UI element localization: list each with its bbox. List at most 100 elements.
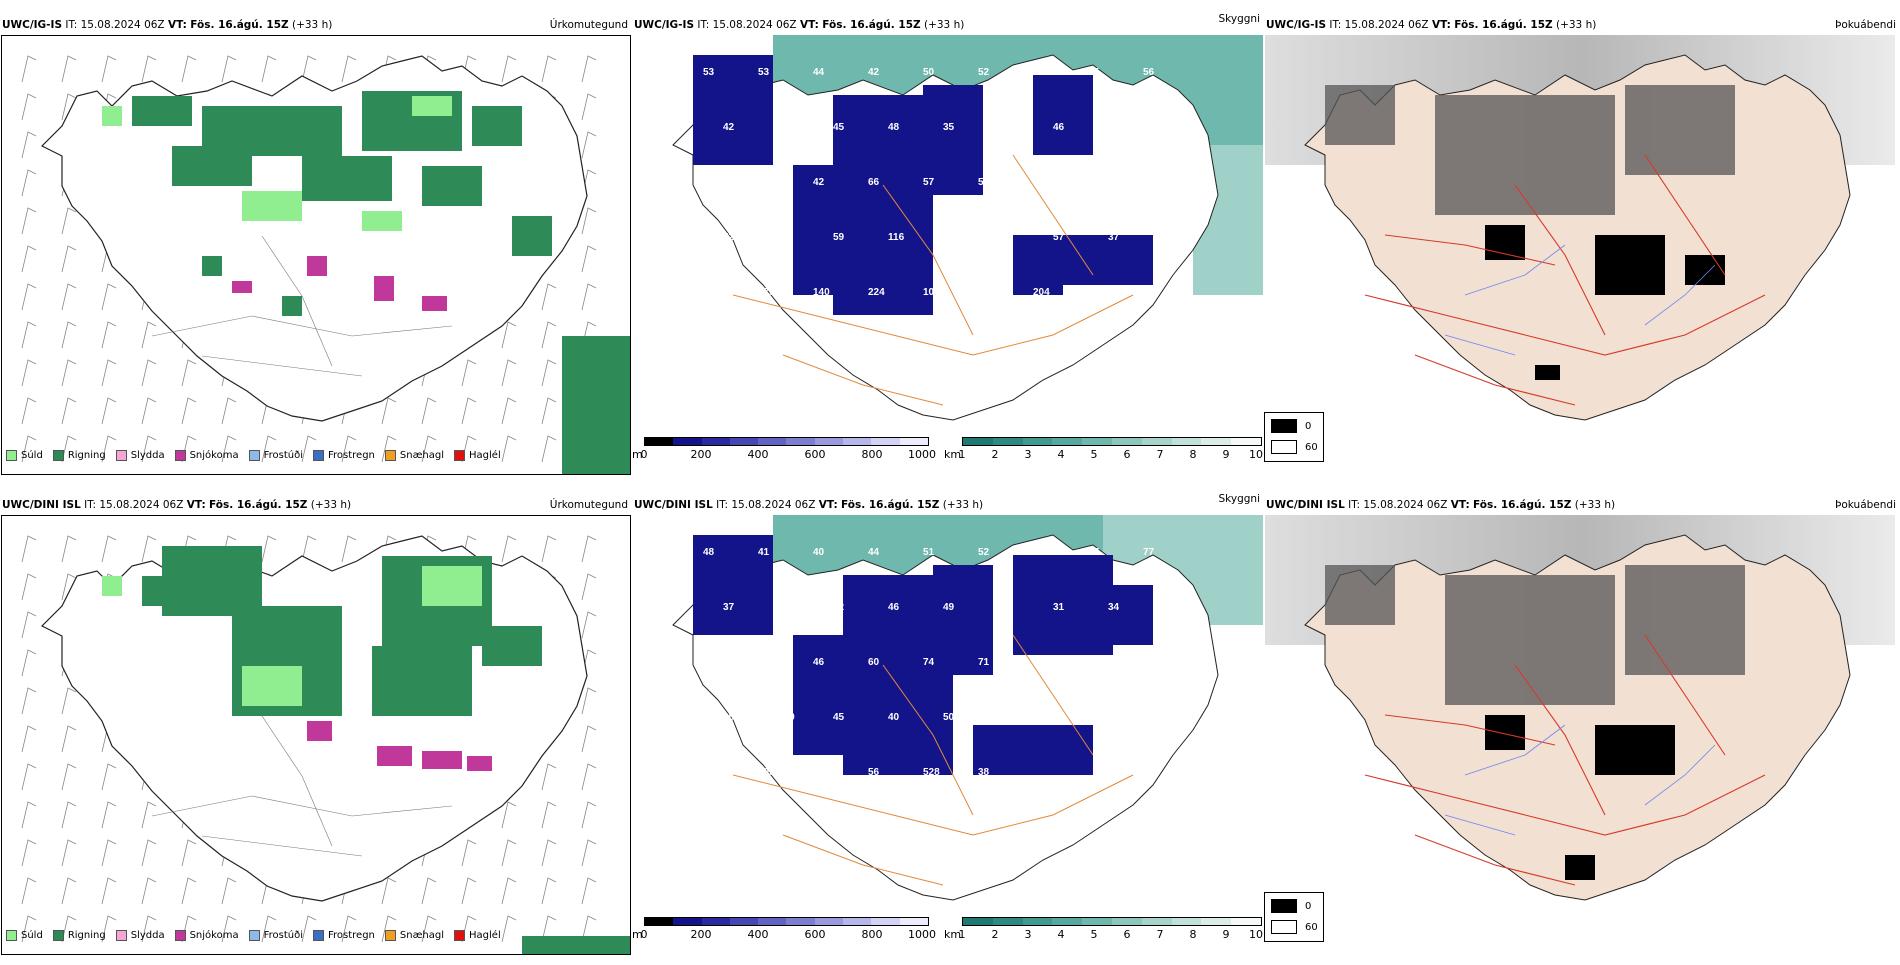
wind-barb <box>301 55 317 83</box>
wind-barb <box>581 283 597 311</box>
legend-label: Snæhagl <box>399 449 445 461</box>
tick-label: 3 <box>1024 928 1032 941</box>
cloud-base-label: 116 <box>888 232 905 243</box>
cloud-base-label: 52 <box>723 232 735 243</box>
wind-barb <box>21 687 37 715</box>
panel-header: UWC/DINI ISL IT: 15.08.2024 06Z VT: Fös.… <box>1266 499 1896 515</box>
tick-label: 600 <box>804 928 826 941</box>
wind-barb <box>21 283 37 311</box>
wind-barb <box>581 763 597 791</box>
wind-barb <box>301 535 317 563</box>
wind-barb <box>141 397 157 425</box>
precip-legend: Súld Rigning Slydda Snjókoma Frostúði Fr… <box>6 926 501 944</box>
fog-map[interactable] <box>1265 35 1895 437</box>
cloud-base-label: 56 <box>1143 67 1155 78</box>
cloud-base-label: 91 <box>1143 287 1155 298</box>
legend-label: Snæhagl <box>399 929 445 941</box>
wind-barb <box>541 435 557 463</box>
wind-barb <box>581 573 597 601</box>
wind-barb <box>461 359 477 387</box>
precip-map[interactable]: Súld Rigning Slydda Snjókoma Frostúði Fr… <box>1 35 631 475</box>
wind-barb <box>581 611 597 639</box>
wind-barb <box>21 245 37 273</box>
wind-barb <box>21 801 37 829</box>
wind-barb <box>101 359 117 387</box>
model-name: UWC/DINI ISL <box>2 499 81 511</box>
cloud-base-label: 49 <box>943 602 955 613</box>
legend-label: Haglél <box>469 929 501 941</box>
cloud-base-label: 32 <box>703 657 715 668</box>
legend-label: Rigning <box>67 929 106 941</box>
fog-swatch-white <box>1271 920 1297 934</box>
legend-item-slydda: Slydda <box>115 929 165 941</box>
cloud-base-label: 41 <box>778 232 790 243</box>
wind-barb <box>541 55 557 83</box>
height-unit: m <box>632 448 643 461</box>
panel-title: Skyggni <box>1218 493 1261 505</box>
it-label: IT: <box>716 499 729 511</box>
height-colorbar: m 0 200 400 600 800 1000 <box>632 917 936 947</box>
precip-map[interactable]: Súld Rigning Slydda Snjókoma Frostúði Fr… <box>1 515 631 955</box>
wind-barb <box>141 839 157 867</box>
panel-header: UWC/IG-IS IT: 15.08.2024 06Z VT: Fös. 16… <box>1266 19 1896 35</box>
wind-barb <box>501 915 517 943</box>
fog-swatch-white <box>1271 440 1297 454</box>
wind-barb <box>61 359 77 387</box>
it-value: 15.08.2024 06Z <box>712 19 797 31</box>
tick-label: 8 <box>1189 928 1197 941</box>
wind-barb <box>61 321 77 349</box>
tick-label: 6 <box>1123 928 1131 941</box>
cloud-map[interactable]: 53 53 44 42 50 52 51 45 56 42 61 45 48 35 31 46 45 50 49 44… <box>633 35 1263 437</box>
cloud-base-label: 46 <box>1053 122 1065 133</box>
wind-barb <box>181 55 197 83</box>
fog-panel[interactable]: UWC/DINI ISL IT: 15.08.2024 06Z VT: Fös.… <box>1264 495 1900 965</box>
wind-barb <box>541 397 557 425</box>
tick-label: 1 <box>958 928 966 941</box>
cloud-base-label: 57 <box>1053 232 1065 243</box>
cloud-map[interactable]: 48 41 40 44 51 52 49 57 77 37 40 52 46 49 48 31 34 39 32 39… <box>633 515 1263 917</box>
wind-barb <box>101 839 117 867</box>
panel-title: Skyggni <box>1218 13 1261 25</box>
it-value: 15.08.2024 06Z <box>1363 499 1448 511</box>
cloud-base-label: 65 <box>703 767 715 778</box>
cloud-base-label: 40 <box>888 712 900 723</box>
tick-label: 4 <box>1057 448 1065 461</box>
tick-label: 2 <box>991 448 999 461</box>
cloud-visibility-panel[interactable]: UWC/DINI ISL IT: 15.08.2024 06Z VT: Fös.… <box>632 493 1264 965</box>
cloud-base-label: 46 <box>813 657 825 668</box>
wind-barb <box>181 397 197 425</box>
vt-value: Fös. 16.ágú. 15Z <box>822 19 921 31</box>
precip-type-panel[interactable]: UWC/IG-IS IT: 15.08.2024 06Z VT: Fös. 16… <box>0 15 632 485</box>
cloud-base-label: 42 <box>868 67 880 78</box>
legend-item-snaehagl: Snæhagl <box>384 929 445 941</box>
cloud-base-label: 49 <box>1033 547 1045 558</box>
fog-map[interactable] <box>1265 515 1895 917</box>
cloud-base-label: 59 <box>978 177 990 188</box>
legend-label: Frostregn <box>328 929 375 941</box>
wind-barb <box>101 55 117 83</box>
wind-barb <box>61 535 77 563</box>
lead-time: (+33 h) <box>1555 19 1597 31</box>
wind-barb <box>341 915 357 943</box>
it-label: IT: <box>84 499 97 511</box>
cloud-base-label: 35 <box>943 122 955 133</box>
cloud-visibility-panel[interactable]: UWC/IG-IS IT: 15.08.2024 06Z VT: Fös. 16… <box>632 13 1264 485</box>
tick-label: 2 <box>991 928 999 941</box>
cloud-base-label: 39 <box>1163 602 1175 613</box>
vt-value: Fös. 16.ágú. 15Z <box>190 19 289 31</box>
wind-barb <box>181 877 197 905</box>
precip-type-panel[interactable]: UWC/DINI ISL IT: 15.08.2024 06Z VT: Fös.… <box>0 495 632 965</box>
cloud-base-label: 140 <box>813 287 830 298</box>
legend-item-rigning: Rigning <box>52 449 106 461</box>
cloud-base-label: 45 <box>833 712 845 723</box>
legend-item-slydda: Slydda <box>115 449 165 461</box>
fog-panel[interactable]: UWC/IG-IS IT: 15.08.2024 06Z VT: Fös. 16… <box>1264 15 1900 485</box>
panel-title: Úrkomutegund <box>549 19 628 31</box>
wind-barb <box>61 397 77 425</box>
cloud-base-label: 51 <box>923 547 935 558</box>
panel-header: UWC/IG-IS IT: 15.08.2024 06Z VT: Fös. 16… <box>634 13 1260 35</box>
cloud-base-label: 60 <box>868 657 880 668</box>
it-label: IT: <box>1329 19 1342 31</box>
it-value: 15.08.2024 06Z <box>80 19 165 31</box>
vt-label: VT: <box>799 19 819 31</box>
